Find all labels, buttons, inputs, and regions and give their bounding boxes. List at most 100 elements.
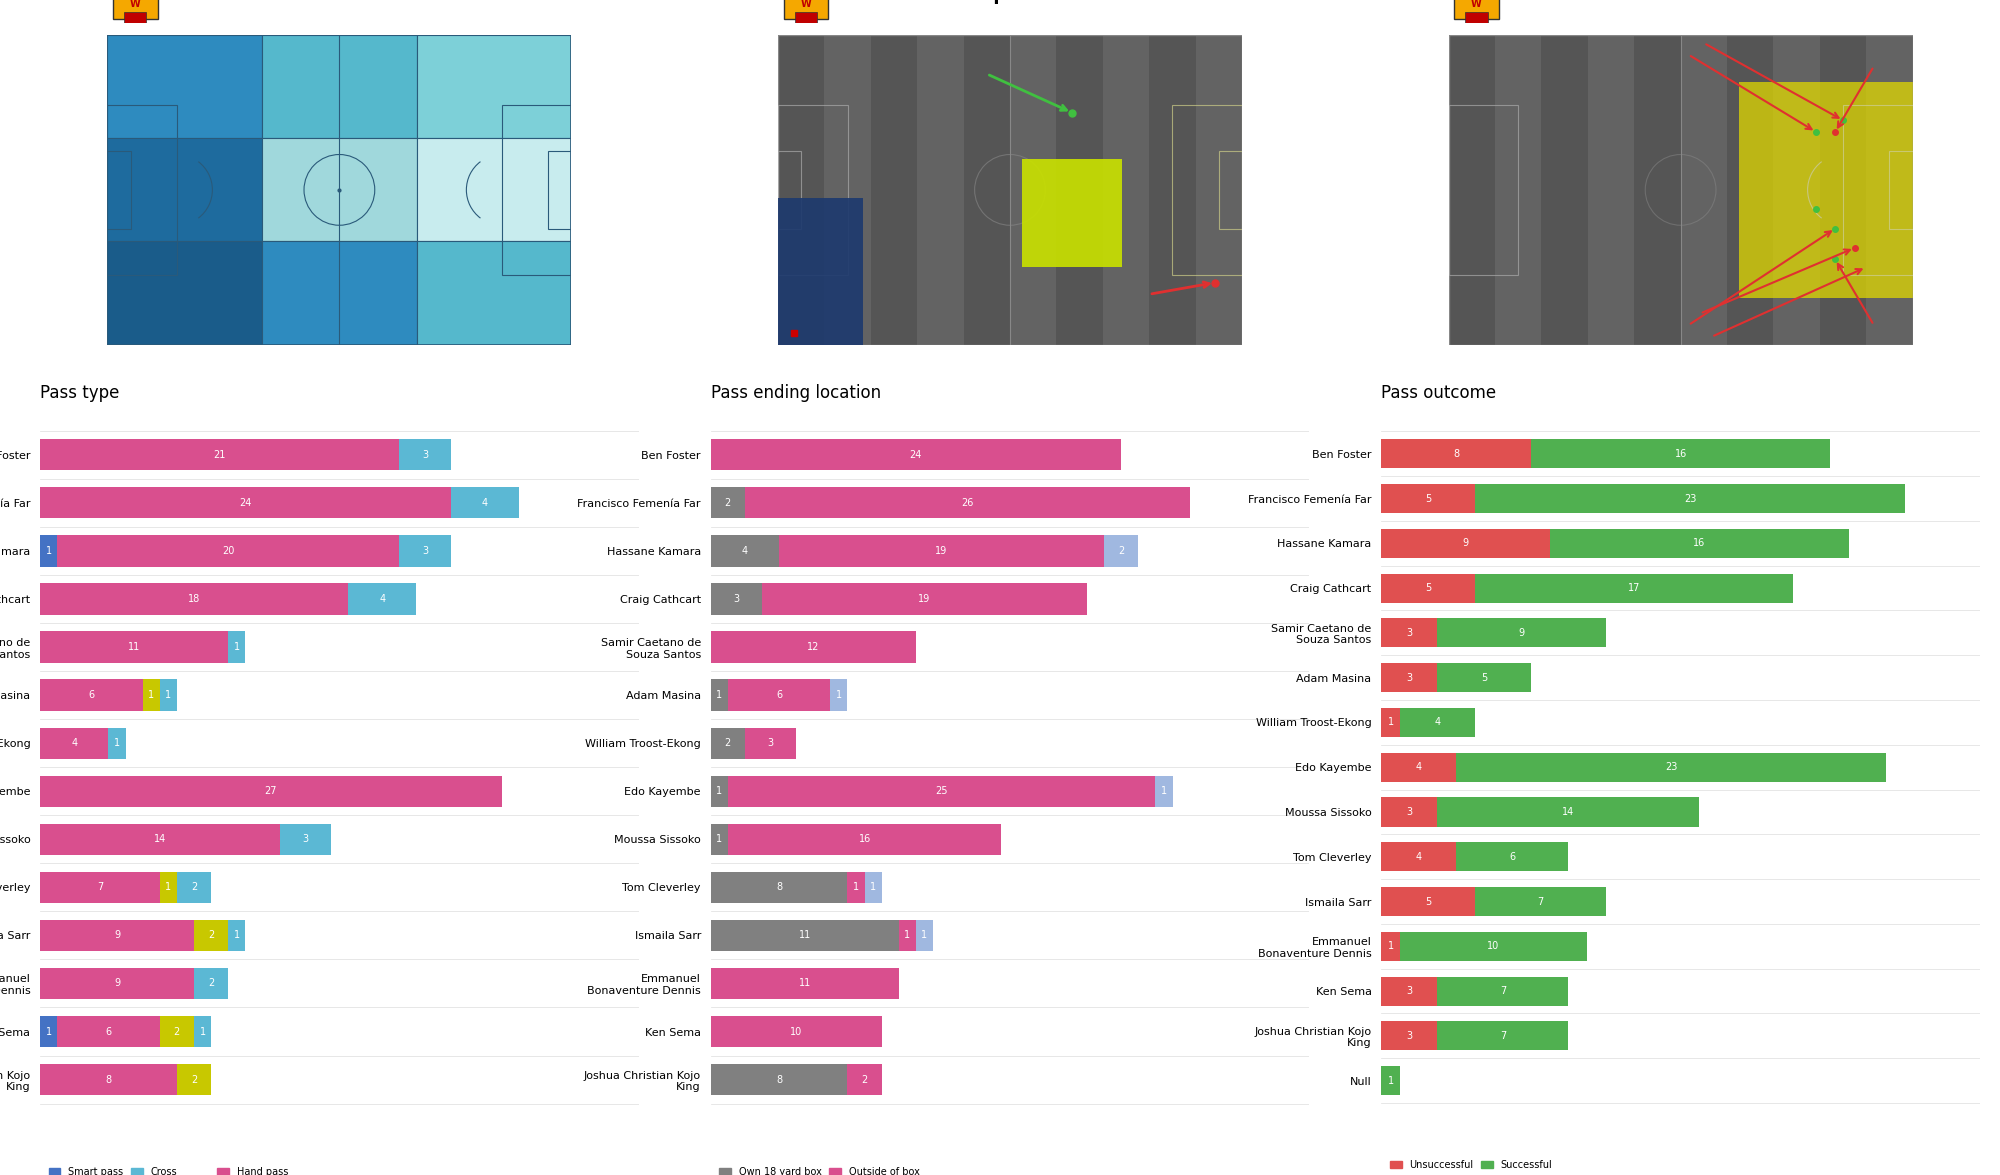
Bar <box>1438 798 1700 826</box>
Bar <box>1588 35 1634 344</box>
Bar <box>142 679 160 711</box>
Text: 16: 16 <box>858 834 870 845</box>
Bar <box>1382 618 1438 647</box>
Bar <box>1382 484 1474 513</box>
Text: 1: 1 <box>852 882 860 892</box>
Bar <box>1382 573 1474 603</box>
Bar <box>1382 663 1438 692</box>
Text: 3: 3 <box>302 834 308 845</box>
Text: 2: 2 <box>208 931 214 940</box>
Text: 11: 11 <box>798 979 810 988</box>
Bar <box>40 776 502 807</box>
Bar <box>898 920 916 951</box>
Text: 1: 1 <box>1388 1075 1394 1086</box>
Bar <box>1456 842 1568 872</box>
Text: 4: 4 <box>1434 718 1440 727</box>
Bar <box>1774 35 1820 344</box>
Text: 3: 3 <box>1406 1030 1412 1041</box>
Bar <box>1218 152 1242 229</box>
Bar <box>108 35 262 139</box>
Bar <box>916 920 934 951</box>
Text: 5: 5 <box>1424 583 1432 593</box>
Bar <box>778 197 864 344</box>
Text: 21: 21 <box>214 450 226 459</box>
Text: 8: 8 <box>776 882 782 892</box>
Bar <box>1172 105 1242 275</box>
Bar <box>416 35 572 139</box>
Bar <box>40 1016 58 1047</box>
Text: 4: 4 <box>1416 852 1422 861</box>
Bar <box>710 920 898 951</box>
Text: Pass outcome: Pass outcome <box>1382 384 1496 402</box>
Bar <box>964 35 1010 344</box>
Bar <box>40 872 160 902</box>
Bar <box>502 105 572 275</box>
Text: 4: 4 <box>380 595 386 604</box>
Bar <box>1156 776 1172 807</box>
Bar <box>1382 976 1438 1006</box>
Text: 5: 5 <box>1424 494 1432 504</box>
Text: 1: 1 <box>836 690 842 700</box>
Text: 6: 6 <box>88 690 94 700</box>
Bar <box>1102 35 1150 344</box>
Text: 1: 1 <box>716 786 722 797</box>
Bar <box>228 920 246 951</box>
Bar <box>40 439 400 470</box>
Text: 9: 9 <box>114 979 120 988</box>
Bar <box>1448 105 1518 275</box>
Text: 11: 11 <box>128 642 140 652</box>
Bar <box>348 583 416 615</box>
Text: 27: 27 <box>264 786 278 797</box>
Bar <box>710 727 744 759</box>
Text: 1: 1 <box>148 690 154 700</box>
Text: 2: 2 <box>862 1075 868 1085</box>
Bar <box>1400 932 1588 961</box>
Text: 6: 6 <box>776 690 782 700</box>
Text: 4: 4 <box>1416 763 1422 772</box>
Bar <box>40 968 194 999</box>
Bar <box>778 152 802 229</box>
Bar <box>744 727 796 759</box>
Text: 1: 1 <box>166 882 172 892</box>
Bar <box>548 152 572 229</box>
Bar <box>40 824 280 855</box>
Text: 3: 3 <box>1406 807 1412 817</box>
Text: 1: 1 <box>166 690 172 700</box>
Bar <box>40 920 194 951</box>
Text: Pass ending location: Pass ending location <box>710 384 880 402</box>
Text: 2: 2 <box>1118 546 1124 556</box>
Bar <box>762 583 1086 615</box>
Bar <box>1448 35 1496 344</box>
Text: 1: 1 <box>716 690 722 700</box>
Text: 2: 2 <box>190 882 198 892</box>
Bar <box>1382 753 1456 781</box>
Text: 1: 1 <box>46 546 52 556</box>
Bar <box>400 439 450 470</box>
Bar <box>1382 707 1400 737</box>
Bar <box>40 631 228 663</box>
Bar <box>194 968 228 999</box>
Text: 9: 9 <box>114 931 120 940</box>
Text: 10: 10 <box>1488 941 1500 952</box>
Bar <box>710 631 916 663</box>
Bar <box>710 872 848 902</box>
Bar <box>1104 536 1138 566</box>
Bar <box>1456 753 1886 781</box>
Bar <box>262 35 416 139</box>
Text: Watford Crosses: Watford Crosses <box>1508 0 1676 5</box>
Text: 2: 2 <box>174 1027 180 1036</box>
Bar <box>228 631 246 663</box>
Text: 14: 14 <box>1562 807 1574 817</box>
Text: 23: 23 <box>1666 763 1678 772</box>
Text: 9: 9 <box>1462 538 1468 549</box>
Text: 2: 2 <box>208 979 214 988</box>
Text: 18: 18 <box>188 595 200 604</box>
Text: 8: 8 <box>776 1075 782 1085</box>
Bar <box>1382 1066 1400 1095</box>
Bar <box>710 776 728 807</box>
Text: 16: 16 <box>1674 449 1686 458</box>
Bar <box>262 241 416 344</box>
Text: 1: 1 <box>234 931 240 940</box>
Text: 7: 7 <box>1500 1030 1506 1041</box>
Text: 6: 6 <box>1510 852 1516 861</box>
